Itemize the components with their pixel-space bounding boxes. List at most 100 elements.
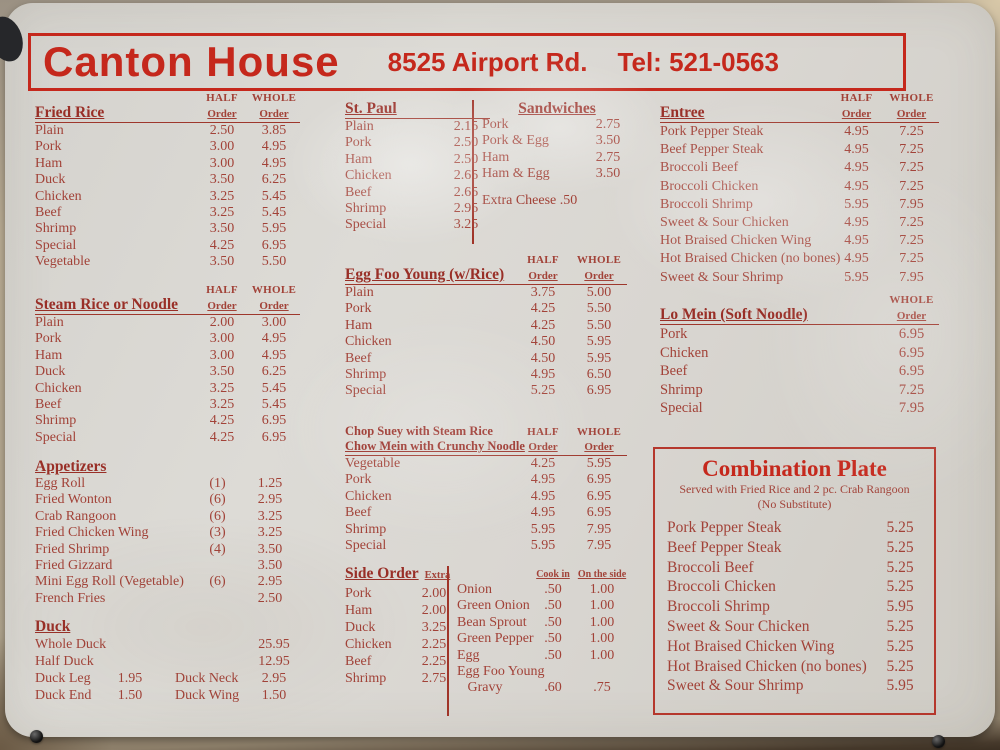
menu-item-row: Shrimp 4.25 6.95 xyxy=(35,413,300,429)
item-whole-price: 6.50 xyxy=(586,367,612,383)
duck-pair-rows: Duck Leg 1.95 Duck Neck 2.95 Duck End 1.… xyxy=(35,670,300,704)
appetizer-items: Egg Roll (1) 1.25 Fried Wonton (6) 2.95 … xyxy=(35,476,300,607)
item-price: 2.95 xyxy=(261,671,287,686)
item-name: Sweet & Sour Chicken xyxy=(660,215,789,231)
section-title: Steam Rice or Noodle xyxy=(35,296,179,313)
section-title: Appetizers xyxy=(35,458,107,475)
menu-item-row: Fried Shrimp (4) 3.50 xyxy=(35,542,300,558)
section-st-paul: St. Paul Plain 2.15 Pork 2.50 Ham 2.50 C… xyxy=(345,101,490,234)
item-name: Broccoli Chicken xyxy=(667,578,776,596)
item-half-price: 4.25 xyxy=(530,301,556,317)
item-name: Ham xyxy=(345,317,373,333)
item-whole-price: 7.25 xyxy=(899,178,924,194)
item-price: 7.95 xyxy=(898,400,925,417)
menu-item-row: Hot Braised Chicken (no bones) 5.25 xyxy=(667,657,924,677)
item-whole-price: 7.95 xyxy=(899,196,924,212)
item-whole-price: 5.50 xyxy=(586,301,612,317)
item-on-the-side-price: 1.00 xyxy=(589,614,615,630)
item-half-price: 5.95 xyxy=(530,521,556,537)
item-price: 1.25 xyxy=(257,476,283,491)
item-name: Ham xyxy=(345,603,373,618)
item-price: 5.25 xyxy=(886,558,914,576)
item-half-price: 4.95 xyxy=(530,367,556,383)
menu-item-row: Beef 3.25 5.45 xyxy=(35,205,300,221)
item-whole-price: 6.95 xyxy=(586,472,612,488)
item-name: Broccoli Shrimp xyxy=(667,598,770,616)
menu-item-row: Bean Sprout .50 1.00 xyxy=(457,615,629,631)
item-whole-price: 4.95 xyxy=(261,139,287,155)
item-name: Vegetable xyxy=(345,456,401,471)
item-whole-price: 5.45 xyxy=(261,205,287,221)
item-name: Pork xyxy=(345,135,372,151)
menu-item-row: Ham 3.00 4.95 xyxy=(35,156,300,172)
item-name: Hot Braised Chicken Wing xyxy=(667,637,835,655)
menu-board xyxy=(5,3,995,737)
col-header-order: Order xyxy=(259,108,289,120)
section-title: Sandwiches xyxy=(518,100,596,117)
item-half-price: 5.95 xyxy=(530,538,556,554)
item-name: Pork & Egg xyxy=(482,133,549,149)
menu-item-row: Broccoli Chicken 4.95 7.25 xyxy=(660,178,939,196)
item-name: Pork xyxy=(482,117,509,132)
col-header-order: Order xyxy=(584,441,614,453)
section-lo-mein: WHOLE Lo Mein (Soft Noodle) Order Pork 6… xyxy=(660,294,939,418)
item-whole-price: 5.50 xyxy=(261,254,287,270)
item-name: Half Duck xyxy=(35,654,94,669)
restaurant-phone: Tel: 521-0563 xyxy=(617,46,779,77)
item-whole-price: 7.25 xyxy=(899,142,924,158)
item-price: 2.95 xyxy=(257,492,283,508)
menu-item-row: Special 3.25 xyxy=(345,217,490,233)
menu-item-row: Ham 2.75 xyxy=(482,150,632,166)
item-half-price: 5.25 xyxy=(530,383,556,399)
menu-item-row: Plain 2.50 3.85 xyxy=(35,123,300,139)
col-header-whole: WHOLE xyxy=(251,92,297,104)
item-price: 2.25 xyxy=(421,637,447,652)
menu-item-row: Chicken 2.65 xyxy=(345,168,490,184)
menu-item-row: Chicken 6.95 xyxy=(660,344,939,363)
item-name: Broccoli Beef xyxy=(667,558,754,576)
item-half-price: 5.95 xyxy=(844,269,869,285)
item-whole-price: 6.95 xyxy=(586,505,612,521)
item-name: French Fries xyxy=(35,590,106,606)
item-name: Ham xyxy=(482,149,510,165)
item-name: Ham xyxy=(345,151,373,167)
item-name: Pork xyxy=(345,472,372,488)
entree-items: Pork Pepper Steak 4.95 7.25 Beef Pepper … xyxy=(660,123,939,287)
item-price: 3.25 xyxy=(421,620,447,635)
item-price: 2.50 xyxy=(257,590,283,606)
col-header-order: Order xyxy=(584,270,614,282)
column-divider xyxy=(472,100,474,244)
menu-item-row: Shrimp 3.50 5.95 xyxy=(35,221,300,237)
col-header-half: HALF xyxy=(527,426,559,438)
item-whole-price: 7.25 xyxy=(899,124,924,139)
menu-item-row: Broccoli Beef 4.95 7.25 xyxy=(660,159,939,177)
menu-item-row: Ham & Egg 3.50 xyxy=(482,166,632,182)
item-name: Vegetable xyxy=(35,254,91,270)
menu-item-row: Ham 3.00 4.95 xyxy=(35,348,300,364)
section-egg-foo-young: HALF WHOLE Egg Foo Young (w/Rice) Order … xyxy=(345,254,627,400)
section-chop-suey: Chop Suey with Steam Rice HALF WHOLE Cho… xyxy=(345,424,627,554)
item-quantity: (1) xyxy=(209,476,226,491)
menu-item-row: Vegetable 4.25 5.95 xyxy=(345,456,627,472)
menu-item-row: Pork 4.95 6.95 xyxy=(345,472,627,488)
menu-item-row: Special 5.25 6.95 xyxy=(345,383,627,399)
item-whole-price: 6.95 xyxy=(261,413,287,429)
menu-item-row: Fried Chicken Wing (3) 3.25 xyxy=(35,525,300,541)
item-price: 3.50 xyxy=(595,166,621,182)
item-name: Duck End xyxy=(35,688,92,703)
item-whole-price: 3.00 xyxy=(261,315,287,330)
col-header-order: Order xyxy=(841,108,872,120)
item-name: Shrimp xyxy=(345,671,387,686)
item-price: 1.50 xyxy=(261,688,287,703)
menu-item-row: Beef 3.25 5.45 xyxy=(35,397,300,413)
menu-item-row: Gravy .60 .75 xyxy=(457,680,629,696)
item-price: 25.95 xyxy=(258,637,290,652)
section-title: Fried Rice xyxy=(35,104,105,121)
item-name: Beef xyxy=(660,363,688,380)
item-name: Beef Pepper Steak xyxy=(660,142,764,158)
menu-item-row: Pork 4.25 5.50 xyxy=(345,301,627,317)
item-name: Fried Chicken Wing xyxy=(35,525,149,541)
col-header-half: HALF xyxy=(206,284,238,296)
menu-item-row: Broccoli Beef 5.25 xyxy=(667,558,924,578)
item-name: Plain xyxy=(35,123,64,138)
